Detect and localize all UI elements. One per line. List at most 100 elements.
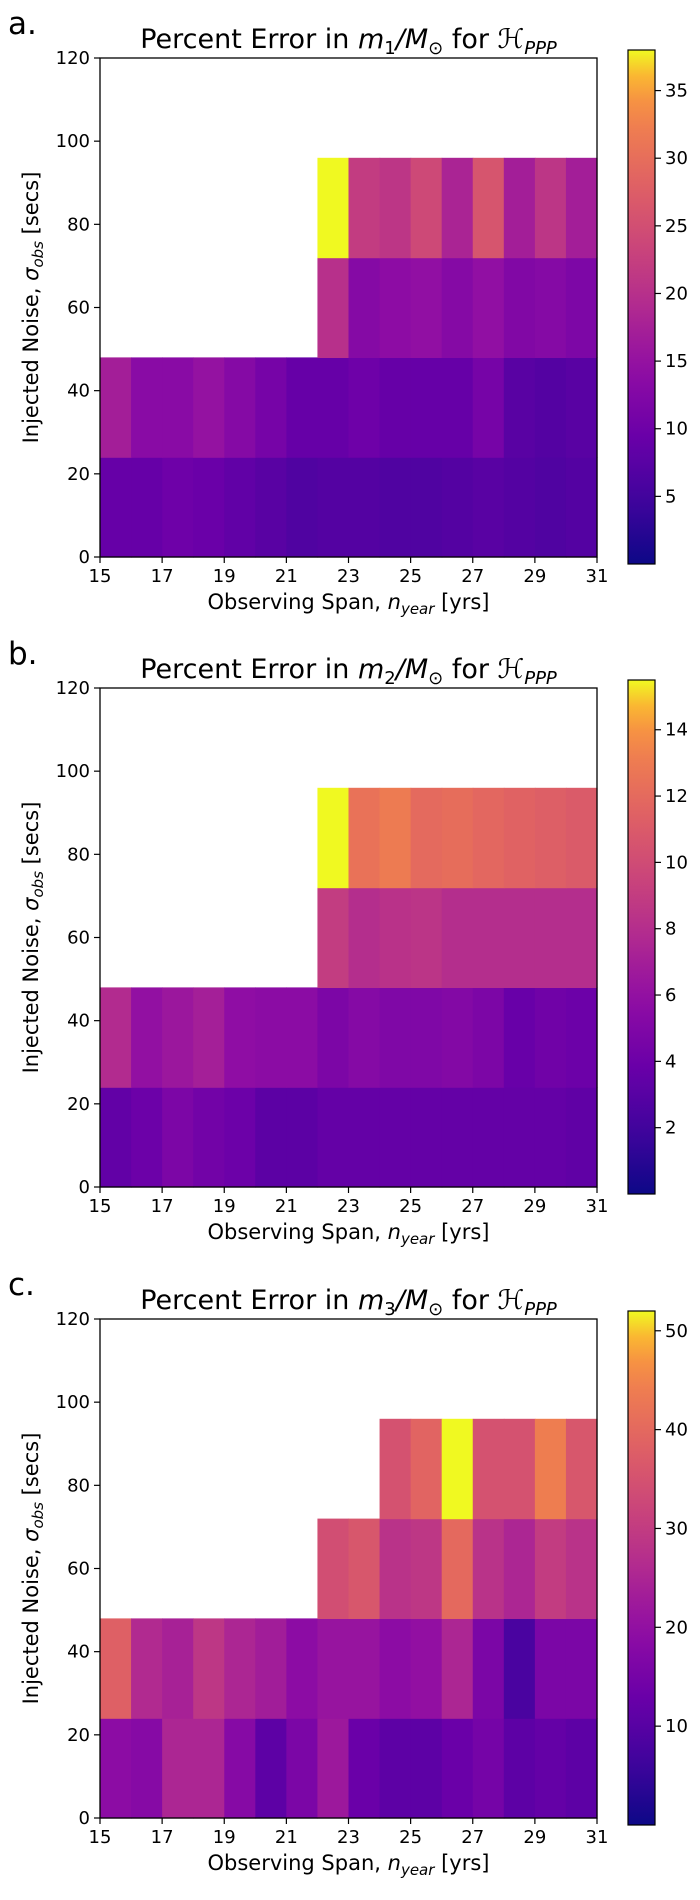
heatmap-cell xyxy=(379,1718,412,1819)
heatmap-cell xyxy=(441,1718,474,1819)
x-tick-label: 27 xyxy=(461,1196,484,1217)
heatmap-cell xyxy=(255,987,287,1088)
heatmap-cell xyxy=(565,457,598,558)
x-tick-label: 29 xyxy=(523,1827,546,1848)
y-tick-label: 20 xyxy=(67,1725,90,1746)
heatmap-cell xyxy=(348,1718,381,1819)
colorbar-tick-label: 5 xyxy=(665,486,676,507)
heatmap-cell xyxy=(131,1718,163,1819)
heatmap-cell xyxy=(348,1618,381,1719)
heatmap-cell xyxy=(100,987,132,1088)
heatmap-cell xyxy=(410,987,443,1088)
y-tick-label: 60 xyxy=(67,928,90,949)
x-tick-label: 21 xyxy=(275,1827,298,1848)
heatmap-cell xyxy=(100,1087,132,1188)
heatmap-cell xyxy=(317,1618,350,1719)
colorbar-tick-label: 35 xyxy=(665,81,688,102)
heatmap-cell xyxy=(534,1718,567,1819)
heatmap-cell xyxy=(441,1087,474,1188)
heatmap-cell xyxy=(379,1618,412,1719)
heatmap-cell xyxy=(193,1718,225,1819)
heatmap-cell xyxy=(193,1087,225,1188)
heatmap-cell xyxy=(286,1718,319,1819)
heatmap-cell xyxy=(100,357,132,458)
x-tick-label: 15 xyxy=(89,1827,112,1848)
x-tick-label: 25 xyxy=(399,1196,422,1217)
colorbar-tick-label: 30 xyxy=(665,1518,688,1539)
heatmap-cell xyxy=(224,1087,256,1188)
heatmap-cell xyxy=(379,987,412,1088)
heatmap-cell xyxy=(162,1718,194,1819)
x-axis-label: Observing Span, nyear [yrs] xyxy=(208,590,490,618)
heatmap-cell xyxy=(534,357,567,458)
heatmap-cell xyxy=(255,1718,287,1819)
x-axis-label: Observing Span, nyear [yrs] xyxy=(208,1220,490,1248)
heatmap-cell xyxy=(348,157,381,259)
heatmap-cell xyxy=(441,787,474,889)
y-tick-label: 40 xyxy=(67,1011,90,1032)
heatmap-cell xyxy=(565,157,598,259)
y-tick-label: 80 xyxy=(67,844,90,865)
colorbar-tick-label: 15 xyxy=(665,351,688,372)
heatmap-cell xyxy=(565,987,598,1088)
heatmap-cell xyxy=(193,987,225,1088)
heatmap-cell xyxy=(379,457,412,558)
heatmap-cell xyxy=(441,357,474,458)
heatmap-cell xyxy=(131,1618,163,1719)
heatmap-cell xyxy=(410,887,443,988)
heatmap-cell xyxy=(410,157,443,259)
y-tick-label: 60 xyxy=(67,298,90,319)
heatmap-cell xyxy=(503,987,536,1088)
heatmap-cell xyxy=(193,357,225,458)
heatmap-cell xyxy=(441,157,474,259)
x-tick-label: 19 xyxy=(213,1196,236,1217)
x-tick-label: 25 xyxy=(399,1827,422,1848)
heatmap-cell xyxy=(534,1087,567,1188)
heatmap-cell xyxy=(534,987,567,1088)
heatmap-cell xyxy=(348,787,381,889)
heatmap-cell xyxy=(472,1618,505,1719)
heatmap-cell xyxy=(410,457,443,558)
heatmap-cell xyxy=(410,1418,443,1520)
heatmap-cell xyxy=(224,357,256,458)
heatmap-cell xyxy=(565,787,598,889)
heatmap-cell xyxy=(100,1718,132,1819)
colorbar-tick-label: 14 xyxy=(665,720,688,741)
heatmap-cell xyxy=(131,987,163,1088)
x-tick-label: 29 xyxy=(523,1196,546,1217)
heatmap-cell xyxy=(224,1618,256,1719)
colorbar-tick-label: 4 xyxy=(665,1051,676,1072)
y-tick-label: 20 xyxy=(67,1094,90,1115)
heatmap-cell xyxy=(224,1718,256,1819)
panel-label: b. xyxy=(8,636,38,672)
heatmap-cell xyxy=(503,257,536,358)
heatmap-cell xyxy=(503,357,536,458)
x-tick-label: 17 xyxy=(151,566,174,587)
heatmap-cell xyxy=(131,457,163,558)
heatmap-cell xyxy=(534,1618,567,1719)
heatmap-cell xyxy=(317,1718,350,1819)
x-tick-label: 31 xyxy=(586,566,609,587)
y-tick-label: 80 xyxy=(67,1475,90,1496)
heatmap-cell xyxy=(503,457,536,558)
y-axis-label: Injected Noise, σobs [secs] xyxy=(19,802,47,1074)
heatmap-cell xyxy=(379,787,412,889)
heatmap-cell xyxy=(131,357,163,458)
heatmap-cell xyxy=(472,157,505,259)
x-tick-label: 29 xyxy=(523,566,546,587)
heatmap-cell xyxy=(441,457,474,558)
y-tick-label: 0 xyxy=(79,547,90,568)
heatmap-cell xyxy=(162,1087,194,1188)
heatmap-cell xyxy=(162,457,194,558)
heatmap-cell xyxy=(565,1618,598,1719)
heatmap-cell xyxy=(379,1518,412,1619)
heatmap-cell xyxy=(224,987,256,1088)
colorbar-tick-label: 30 xyxy=(665,148,688,169)
y-tick-label: 0 xyxy=(79,1808,90,1829)
heatmap-cell xyxy=(379,1087,412,1188)
y-tick-label: 120 xyxy=(56,678,90,699)
y-axis-label: Injected Noise, σobs [secs] xyxy=(19,172,47,444)
heatmap-cell xyxy=(472,357,505,458)
heatmap-cell xyxy=(565,357,598,458)
colorbar-tick-label: 12 xyxy=(665,786,688,807)
